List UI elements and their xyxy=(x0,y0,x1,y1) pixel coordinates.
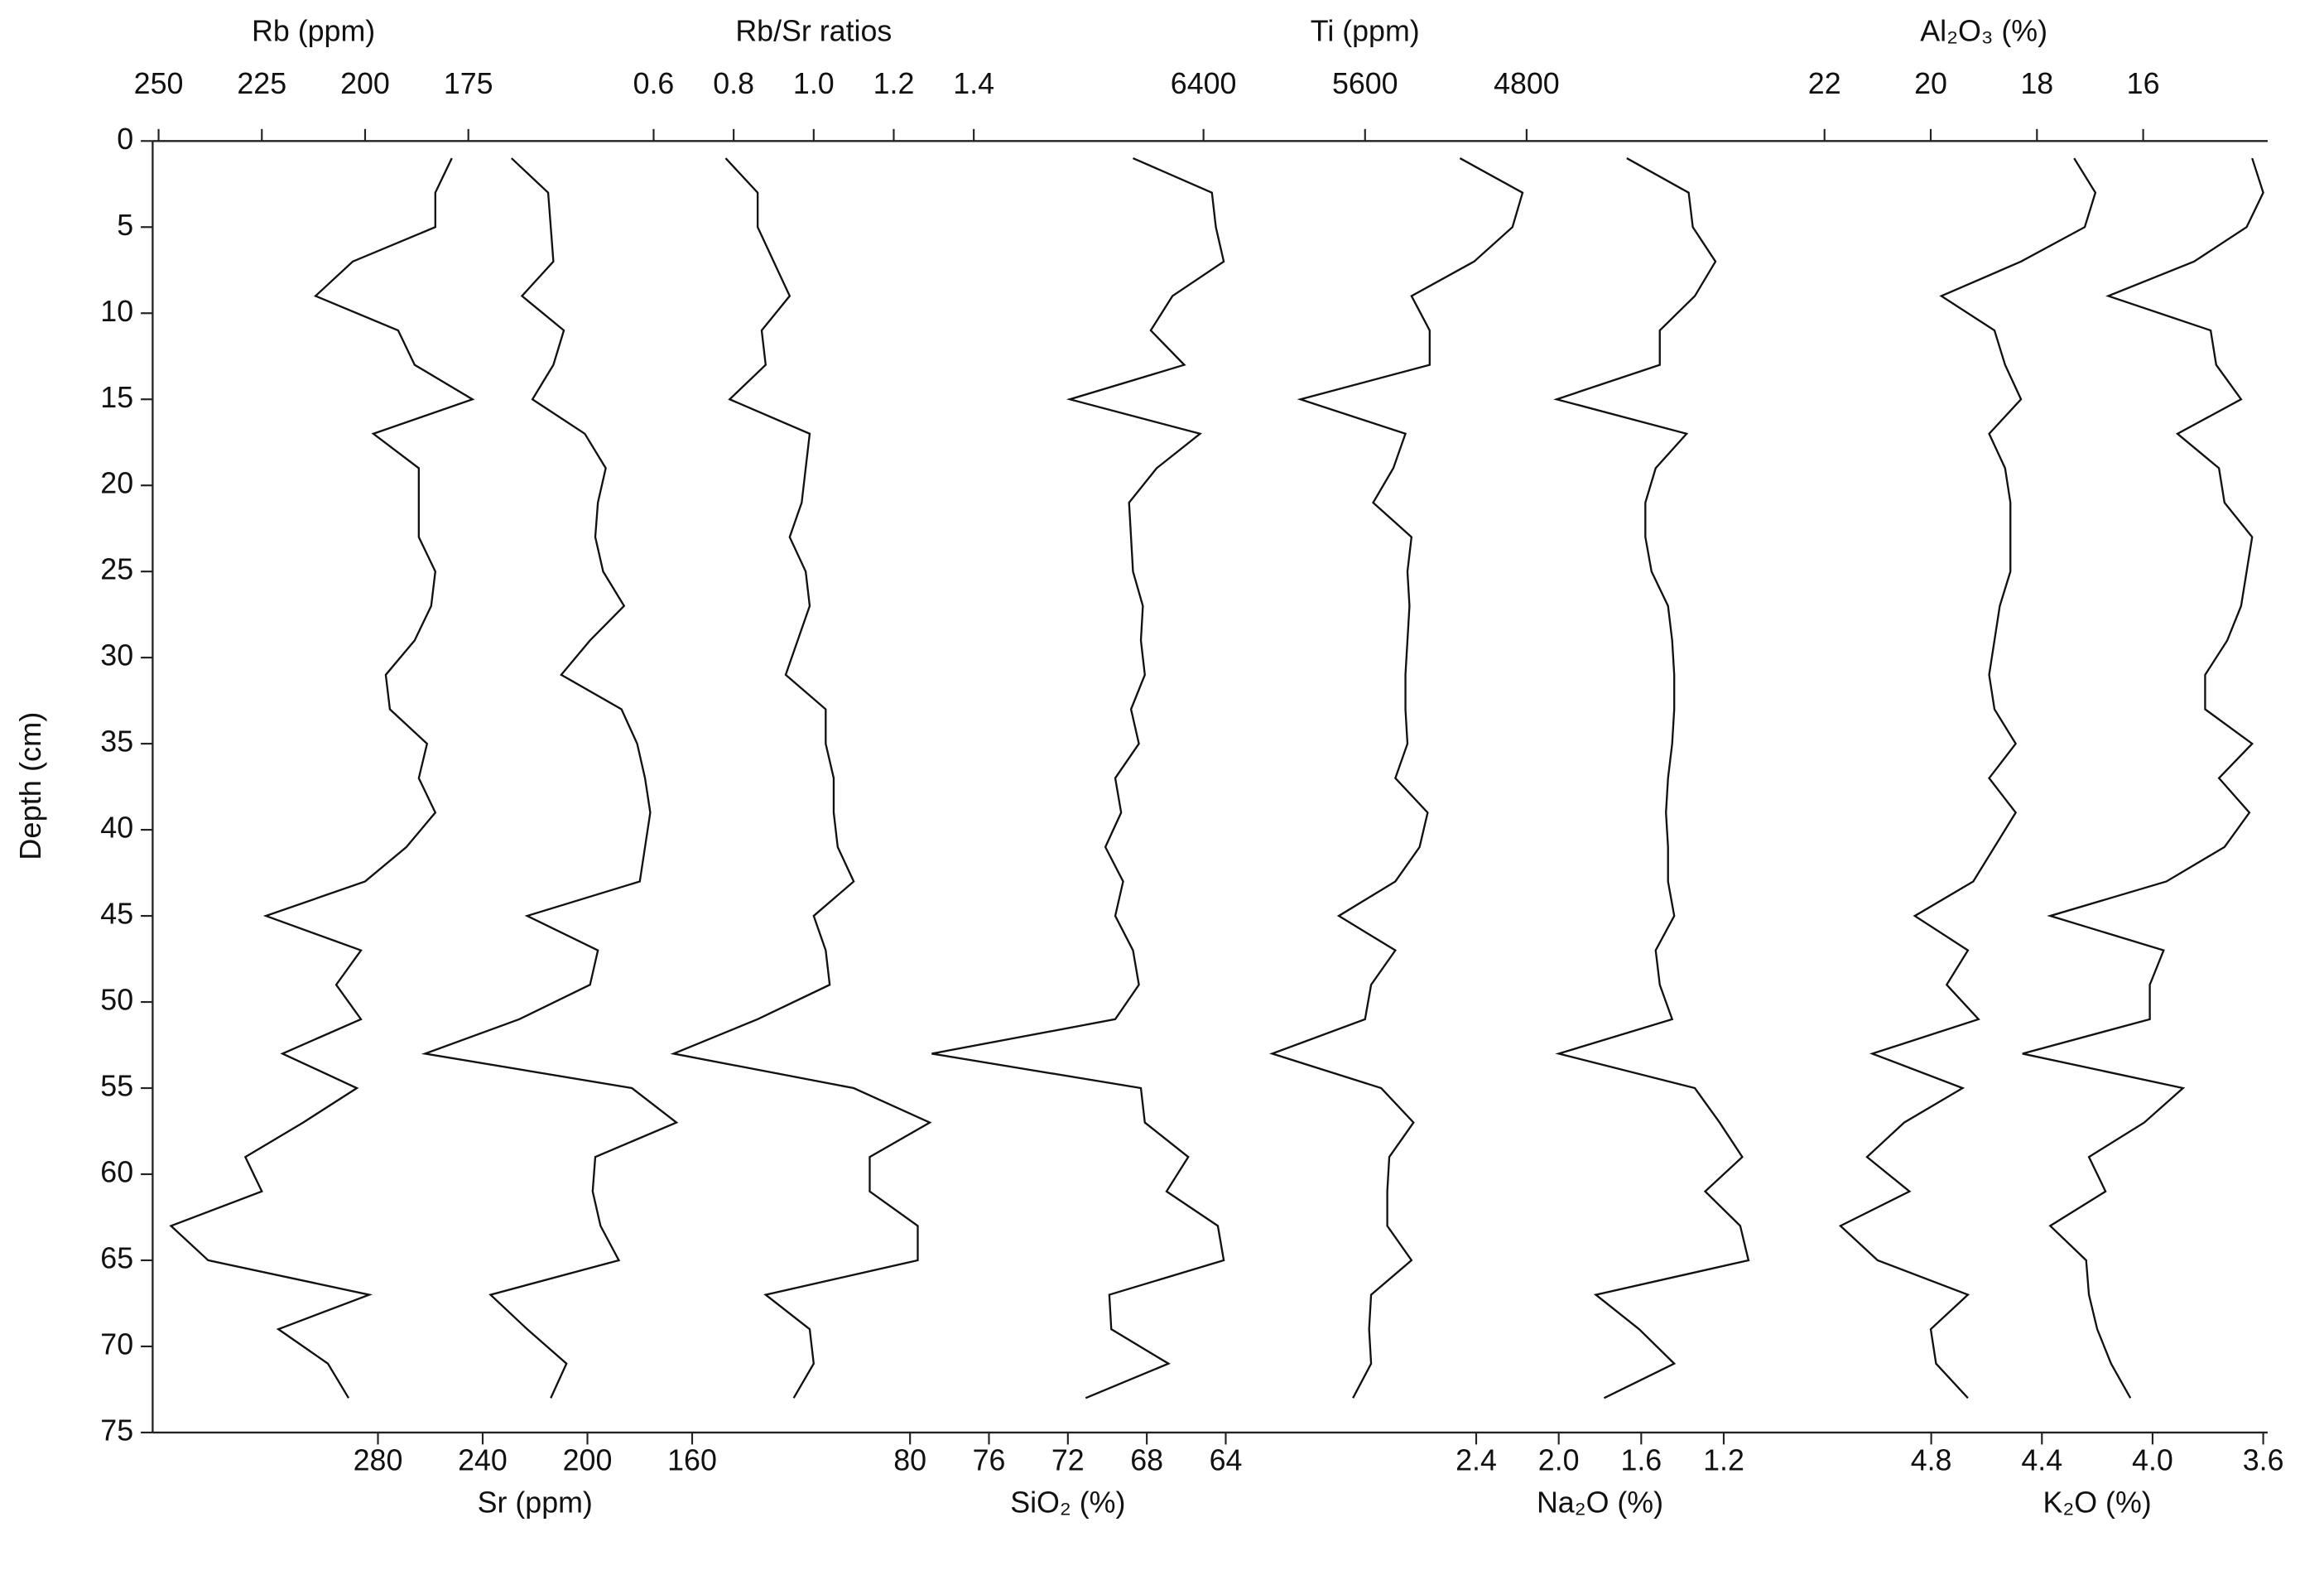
y-tick-label: 65 xyxy=(100,1240,133,1274)
y-axis-title: Depth (cm) xyxy=(13,712,47,860)
x-tick-label: 0.8 xyxy=(713,66,754,100)
profile-line xyxy=(421,157,679,1399)
x-tick-label: 1.4 xyxy=(953,66,994,100)
x-tick-label: 225 xyxy=(237,66,286,100)
profile-line xyxy=(2022,157,2264,1399)
profile-line xyxy=(1838,157,2097,1399)
y-tick-label: 60 xyxy=(100,1154,133,1188)
x-tick-label: 16 xyxy=(2127,66,2160,100)
y-tick-label: 70 xyxy=(100,1327,133,1361)
x-tick-label: 160 xyxy=(667,1443,717,1477)
x-tick-label: 4800 xyxy=(1494,66,1560,100)
x-tick-label: 240 xyxy=(458,1443,508,1477)
y-tick-label: 40 xyxy=(100,810,133,844)
x-tick-label: 6400 xyxy=(1171,66,1237,100)
x-tick-label: 68 xyxy=(1130,1443,1163,1477)
x-tick-label: 20 xyxy=(1914,66,1947,100)
x-tick-label: 2.0 xyxy=(1538,1443,1580,1477)
x-tick-label: 1.2 xyxy=(1703,1443,1744,1477)
x-tick-label: 280 xyxy=(354,1443,403,1477)
y-tick-label: 15 xyxy=(100,380,133,414)
x-tick-label: 200 xyxy=(563,1443,613,1477)
x-tick-label: 3.6 xyxy=(2243,1443,2284,1477)
y-tick-label: 20 xyxy=(100,466,133,500)
x-tick-label: 22 xyxy=(1808,66,1841,100)
y-tick-label: 30 xyxy=(100,638,133,672)
y-tick-label: 75 xyxy=(100,1413,133,1447)
x-tick-label: 250 xyxy=(134,66,184,100)
x-tick-label: 1.6 xyxy=(1620,1443,1662,1477)
x-axis-title: Al₂O₃ (%) xyxy=(1920,13,2047,47)
x-tick-label: 80 xyxy=(893,1443,926,1477)
x-tick-label: 4.4 xyxy=(2021,1443,2062,1477)
y-tick-label: 25 xyxy=(100,552,133,586)
y-tick-label: 55 xyxy=(100,1068,133,1102)
x-tick-label: 4.0 xyxy=(2132,1443,2173,1477)
profile-line xyxy=(1553,157,1750,1399)
x-tick-label: 4.8 xyxy=(1911,1443,1952,1477)
y-tick-label: 0 xyxy=(117,122,133,156)
x-axis-title: K₂O (%) xyxy=(2043,1485,2152,1519)
x-tick-label: 72 xyxy=(1051,1443,1085,1477)
x-tick-label: 18 xyxy=(2020,66,2053,100)
x-tick-label: 1.2 xyxy=(873,66,915,100)
x-tick-label: 175 xyxy=(444,66,493,100)
x-axis-title: Rb (ppm) xyxy=(252,13,375,47)
profile-line xyxy=(169,157,475,1399)
x-axis-title: Rb/Sr ratios xyxy=(735,13,892,47)
y-tick-label: 45 xyxy=(100,896,133,930)
y-tick-label: 5 xyxy=(117,208,133,242)
x-tick-label: 5600 xyxy=(1332,66,1398,100)
x-tick-label: 76 xyxy=(973,1443,1006,1477)
x-axis-title: Sr (ppm) xyxy=(478,1485,593,1519)
x-tick-label: 0.6 xyxy=(633,66,675,100)
profile-line xyxy=(1268,157,1524,1399)
x-axis-title: SiO₂ (%) xyxy=(1010,1485,1125,1519)
x-tick-label: 200 xyxy=(340,66,390,100)
profile-line xyxy=(931,157,1225,1399)
y-tick-label: 10 xyxy=(100,294,133,328)
profile-line xyxy=(670,157,932,1399)
x-tick-label: 1.0 xyxy=(793,66,835,100)
x-axis-title: Ti (ppm) xyxy=(1311,13,1420,47)
x-axis-title: Na₂O (%) xyxy=(1537,1485,1663,1519)
y-tick-label: 35 xyxy=(100,724,133,758)
x-tick-label: 64 xyxy=(1210,1443,1243,1477)
y-tick-label: 50 xyxy=(100,982,133,1016)
x-tick-label: 2.4 xyxy=(1456,1443,1497,1477)
